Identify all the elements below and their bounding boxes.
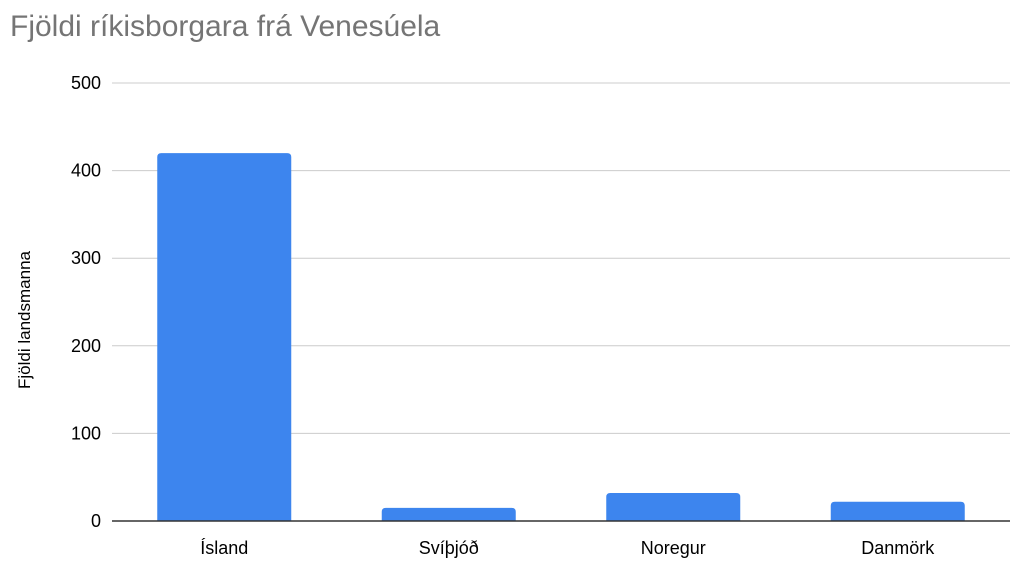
bar-0 bbox=[157, 153, 292, 521]
y-tick-label: 300 bbox=[71, 248, 101, 268]
y-tick-label: 100 bbox=[71, 423, 101, 443]
bar-1 bbox=[381, 507, 516, 521]
bar-3 bbox=[830, 501, 965, 521]
y-tick-label: 500 bbox=[71, 73, 101, 93]
x-tick-label: Noregur bbox=[641, 538, 706, 558]
y-tick-label: 200 bbox=[71, 336, 101, 356]
y-tick-label: 0 bbox=[91, 511, 101, 531]
x-tick-label: Svíþjóð bbox=[419, 538, 479, 558]
chart-title: Fjöldi ríkisborgara frá Venesúela bbox=[10, 10, 441, 43]
bar-2 bbox=[606, 492, 741, 521]
y-tick-label: 400 bbox=[71, 161, 101, 181]
x-tick-label: Danmörk bbox=[861, 538, 935, 558]
x-tick-label: Ísland bbox=[200, 538, 248, 558]
